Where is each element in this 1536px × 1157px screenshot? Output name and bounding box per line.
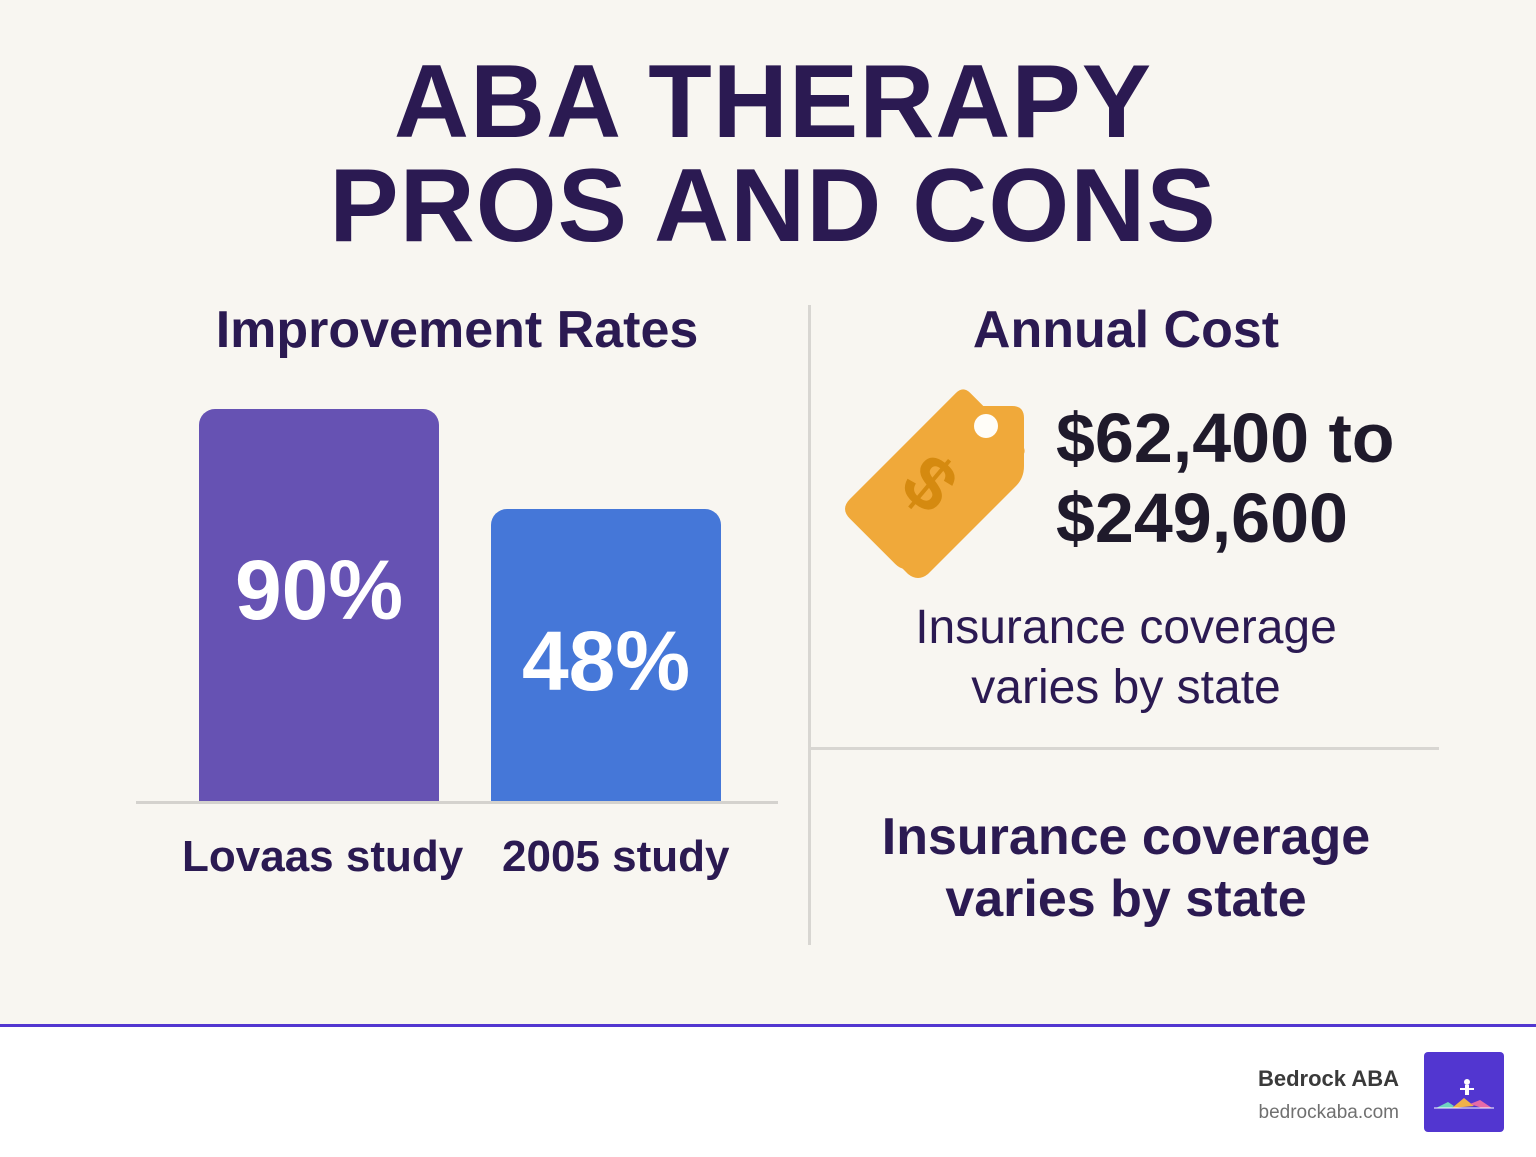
footer	[0, 1024, 1536, 1157]
insurance-note-bottom-line-1: Insurance coverage	[881, 808, 1371, 866]
title-line-1: ABA THERAPY	[393, 44, 1153, 160]
bar-value-lovaas: 90%	[234, 543, 404, 637]
vertical-divider	[808, 305, 811, 945]
bar-value-2005: 48%	[521, 614, 691, 708]
cost-range-line-1: $62,400 to	[1056, 399, 1395, 477]
bedrock-logo-icon[interactable]	[1424, 1052, 1504, 1132]
bar-lovaas-study: 90%	[199, 409, 439, 802]
improvement-rates-title: Improvement Rates	[215, 301, 699, 359]
annual-cost-range: $62,400 to $249,600	[1056, 398, 1395, 558]
title-line-2: PROS AND CONS	[329, 148, 1217, 264]
chart-baseline	[136, 801, 778, 804]
insurance-note-line-1: Insurance coverage	[915, 601, 1337, 654]
insurance-note-line-2: varies by state	[971, 661, 1281, 714]
insurance-note-bottom-line-2: varies by state	[945, 870, 1307, 928]
xlabel-2005: 2005 study	[502, 832, 730, 881]
cost-range-line-2: $249,600	[1056, 479, 1348, 557]
insurance-note: Insurance coverage varies by state	[812, 598, 1440, 718]
annual-cost-title: Annual Cost	[972, 301, 1280, 359]
brand-name: Bedrock ABA	[1258, 1066, 1399, 1091]
price-tag-icon: $	[845, 389, 1025, 578]
xlabel-lovaas: Lovaas study	[182, 832, 464, 881]
horizontal-divider	[811, 747, 1439, 750]
insurance-note-bottom: Insurance coverage varies by state	[812, 806, 1440, 930]
bar-2005-study: 48%	[491, 509, 721, 802]
brand-url[interactable]: bedrockaba.com	[1258, 1102, 1399, 1123]
brand-block: Bedrock ABA bedrockaba.com	[1258, 1066, 1399, 1124]
page-title: ABA THERAPY PROS AND CONS	[0, 50, 1536, 258]
